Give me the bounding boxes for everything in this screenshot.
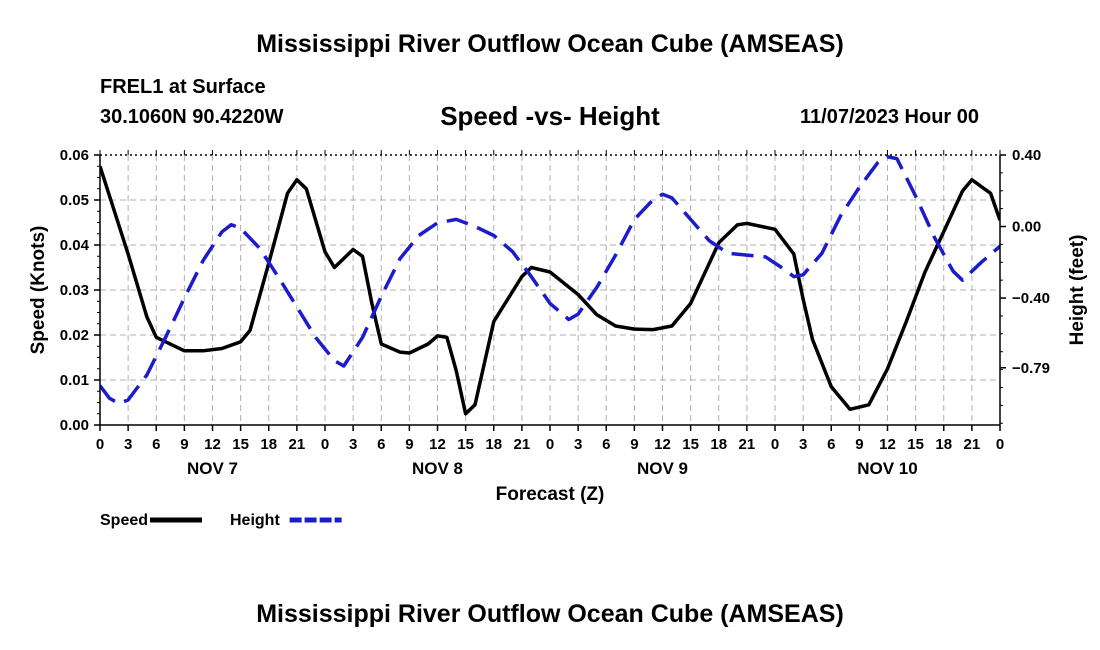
x-tick-label: 0 <box>771 436 779 453</box>
x-day-label: NOV 9 <box>637 459 688 478</box>
x-tick-label: 21 <box>964 436 981 453</box>
x-tick-label: 12 <box>879 436 896 453</box>
x-tick-label: 15 <box>682 436 699 453</box>
x-tick-label: 9 <box>855 436 863 453</box>
station-coordinates: 30.1060N 90.4220W <box>100 106 284 128</box>
x-tick-label: 18 <box>935 436 952 453</box>
x-day-label: NOV 10 <box>857 459 917 478</box>
legend-label-speed: Speed <box>100 512 148 529</box>
x-axis-title: Forecast (Z) <box>496 484 605 505</box>
x-tick-label: 6 <box>827 436 835 453</box>
x-tick-label: 21 <box>289 436 306 453</box>
x-tick-label: 3 <box>349 436 357 453</box>
y-right-tick-label: 0.00 <box>1012 219 1041 236</box>
x-tick-label: 21 <box>514 436 531 453</box>
x-tick-label: 15 <box>457 436 474 453</box>
series-line-speed <box>100 165 1000 416</box>
x-tick-label: 12 <box>204 436 221 453</box>
x-tick-label: 18 <box>710 436 727 453</box>
x-tick-label: 9 <box>630 436 638 453</box>
y-left-tick-label: 0.06 <box>60 147 89 164</box>
y-right-tick-label: −0.79 <box>1012 360 1050 377</box>
forecast-date: 11/07/2023 Hour 00 <box>800 106 980 128</box>
x-day-label: NOV 7 <box>187 459 238 478</box>
chart-title-repeat: Mississippi River Outflow Ocean Cube (AM… <box>256 600 844 628</box>
x-tick-label: 3 <box>124 436 132 453</box>
x-tick-label: 9 <box>180 436 188 453</box>
x-tick-label: 6 <box>152 436 160 453</box>
y-right-tick-label: −0.40 <box>1012 290 1050 307</box>
x-day-label: NOV 8 <box>412 459 463 478</box>
chart-subtitle: Speed -vs- Height <box>440 101 660 131</box>
x-tick-label: 15 <box>907 436 924 453</box>
x-tick-label: 6 <box>602 436 610 453</box>
legend-label-height: Height <box>230 512 280 529</box>
y-left-axis-title: Speed (Knots) <box>28 226 49 355</box>
x-tick-label: 15 <box>232 436 249 453</box>
y-left-tick-label: 0.05 <box>60 192 89 209</box>
x-tick-label: 12 <box>654 436 671 453</box>
y-left-tick-label: 0.03 <box>60 282 89 299</box>
x-tick-label: 9 <box>405 436 413 453</box>
chart-title: Mississippi River Outflow Ocean Cube (AM… <box>256 30 844 58</box>
y-left-tick-label: 0.00 <box>60 417 89 434</box>
x-tick-label: 18 <box>485 436 502 453</box>
series-line-height <box>100 155 1000 406</box>
y-left-tick-label: 0.01 <box>60 372 89 389</box>
x-tick-label: 0 <box>546 436 554 453</box>
x-tick-label: 0 <box>96 436 104 453</box>
x-tick-label: 21 <box>739 436 756 453</box>
y-left-tick-label: 0.04 <box>60 237 90 254</box>
x-tick-label: 12 <box>429 436 446 453</box>
x-tick-label: 0 <box>321 436 329 453</box>
x-tick-label: 0 <box>996 436 1004 453</box>
x-tick-label: 3 <box>574 436 582 453</box>
x-tick-label: 3 <box>799 436 807 453</box>
y-left-tick-label: 0.02 <box>60 327 89 344</box>
station-name: FREL1 at Surface <box>100 76 266 98</box>
y-right-axis-title: Height (feet) <box>1067 235 1088 346</box>
x-tick-label: 18 <box>260 436 277 453</box>
y-right-tick-label: 0.40 <box>1012 147 1041 164</box>
x-tick-label: 6 <box>377 436 385 453</box>
